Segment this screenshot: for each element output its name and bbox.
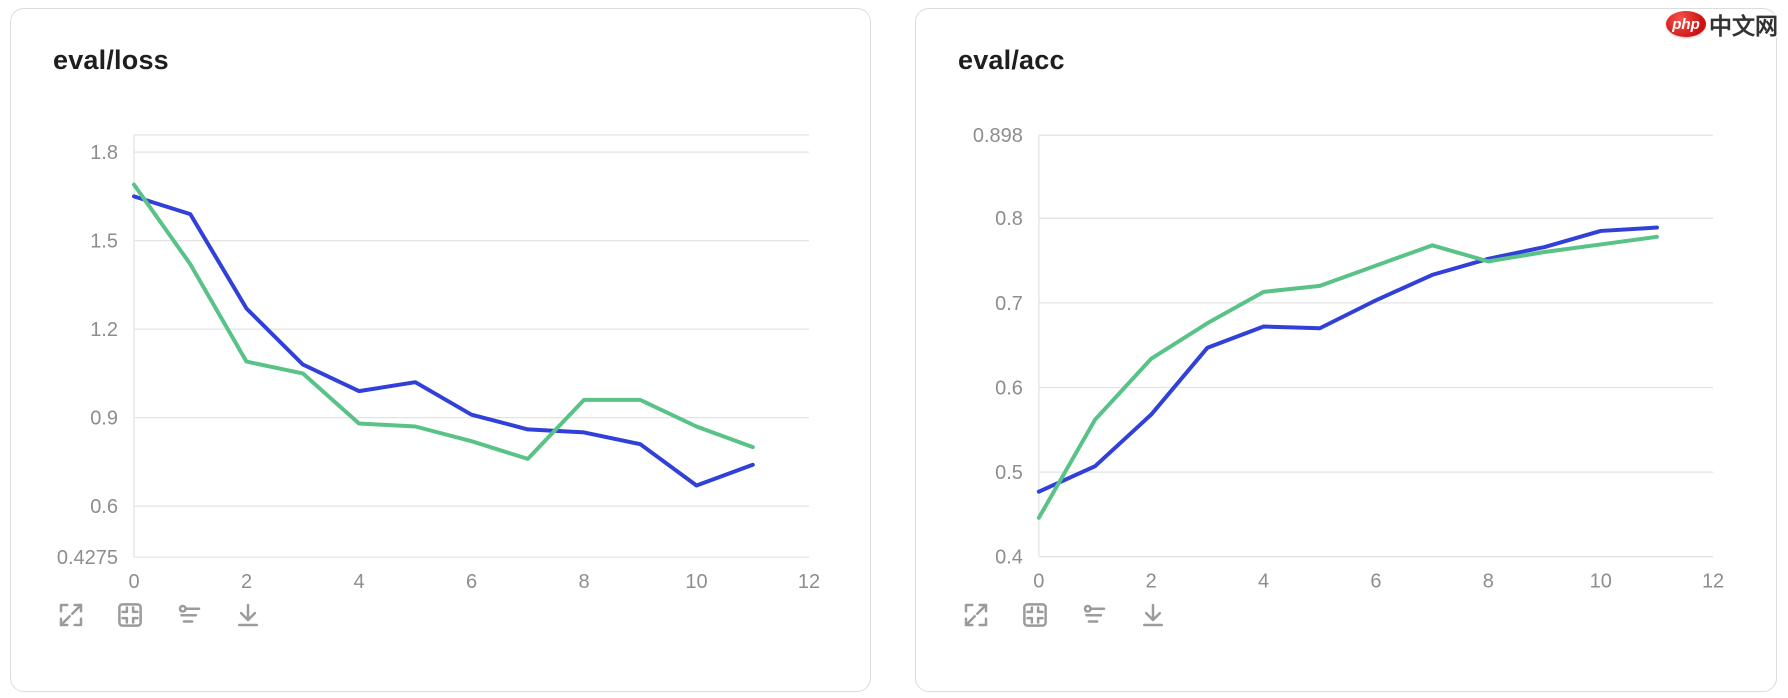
y-tick-label: 1.5 (90, 231, 118, 253)
series-line-run-blue (1036, 225, 1659, 494)
expand-button[interactable] (55, 599, 87, 631)
expand-icon (964, 603, 988, 627)
watermark: php 中文网 (1666, 7, 1778, 41)
y-tick-label: 0.5 (995, 462, 1023, 484)
x-tick-label: 6 (466, 571, 477, 593)
download-button[interactable] (1137, 599, 1169, 631)
fit-frame-icon (118, 603, 142, 627)
download-button[interactable] (232, 599, 264, 631)
series-line-run-green (132, 182, 755, 461)
y-tick-label: 1.2 (90, 319, 118, 341)
x-tick-label: 2 (241, 571, 252, 593)
x-tick-label: 8 (578, 571, 589, 593)
expand-icon (59, 603, 83, 627)
x-tick-label: 4 (1258, 571, 1269, 593)
chart-toolbar (55, 599, 264, 631)
x-tick-label: 12 (798, 571, 820, 593)
filter-button[interactable] (1078, 599, 1110, 631)
download-icon (1143, 603, 1163, 627)
watermark-text: 中文网 (1709, 13, 1778, 39)
y-tick-label: 0.4 (995, 547, 1023, 569)
filter-button[interactable] (173, 599, 205, 631)
panel-title: eval/acc (958, 45, 1065, 75)
x-tick-label: 6 (1370, 571, 1381, 593)
php-badge-icon: php (1666, 11, 1706, 37)
x-tick-label: 10 (685, 571, 707, 593)
filter-lines-icon (1083, 604, 1106, 623)
fit-frame-button[interactable] (1019, 599, 1051, 631)
expand-button[interactable] (960, 599, 992, 631)
y-tick-label: 0.6 (995, 377, 1023, 399)
panel-eval-acc: 0.898 0.8 0.7 0.6 0.5 0.4 0 2 4 6 8 10 12 eval/acc (915, 8, 1777, 692)
fit-frame-icon (1023, 603, 1047, 627)
series-line-run-blue (132, 194, 755, 488)
x-tick-label: 2 (1146, 571, 1157, 593)
fit-frame-button[interactable] (114, 599, 146, 631)
acc-chart[interactable]: 0.898 0.8 0.7 0.6 0.5 0.4 0 2 4 6 8 10 12 (916, 9, 1777, 693)
series-line-run-green (1036, 234, 1659, 520)
y-tick-label: 0.6 (90, 496, 118, 518)
x-tick-label: 0 (128, 571, 139, 593)
y-tick-label: 0.7 (995, 293, 1023, 315)
loss-chart[interactable]: 1.8 1.5 1.2 0.9 0.6 0.4275 0 2 4 6 8 10 12 (11, 9, 872, 693)
panel-title: eval/loss (53, 45, 169, 75)
x-tick-label: 12 (1702, 571, 1724, 593)
panel-eval-loss: 1.8 1.5 1.2 0.9 0.6 0.4275 0 2 4 6 8 10 12 eval/loss (10, 8, 871, 692)
y-tick-label: 0.8 (995, 208, 1023, 230)
x-tick-label: 8 (1483, 571, 1494, 593)
filter-lines-icon (178, 604, 201, 623)
x-tick-label: 4 (353, 571, 364, 593)
download-icon (238, 603, 258, 627)
chart-toolbar (960, 599, 1169, 631)
x-tick-label: 10 (1590, 571, 1612, 593)
x-tick-label: 0 (1033, 571, 1044, 593)
y-tick-label: 0.4275 (57, 547, 118, 569)
y-tick-label: 0.9 (90, 408, 118, 430)
y-tick-label: 1.8 (90, 142, 118, 164)
y-tick-label: 0.898 (973, 125, 1023, 147)
